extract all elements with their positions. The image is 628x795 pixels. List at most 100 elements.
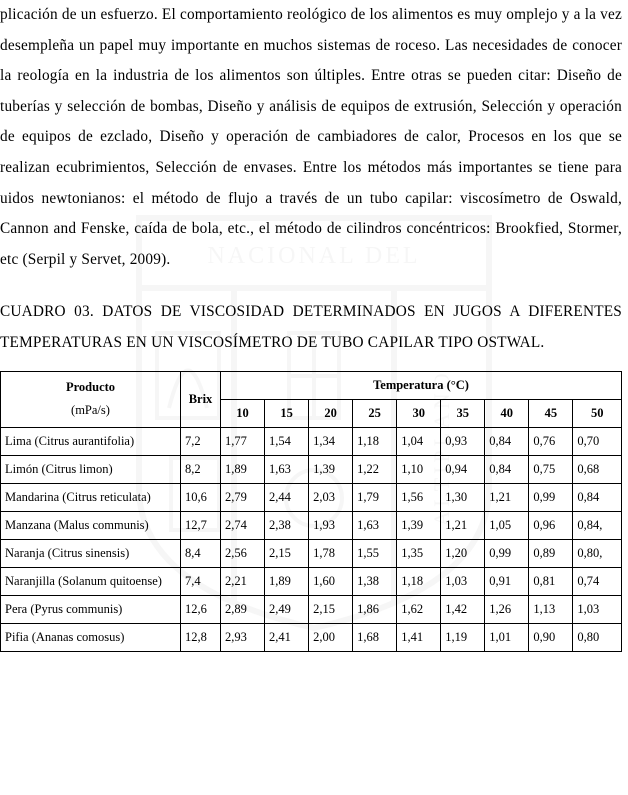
- cell-value: 2,15: [309, 595, 353, 623]
- table-row: Lima (Citrus aurantifolia)7,21,771,541,3…: [1, 427, 622, 455]
- cell-value: 1,01: [485, 623, 529, 651]
- cell-value: 1,56: [397, 483, 441, 511]
- cell-value: 1,41: [397, 623, 441, 651]
- cell-value: 1,22: [353, 455, 397, 483]
- cell-value: 1,18: [353, 427, 397, 455]
- cell-value: 1,26: [485, 595, 529, 623]
- cell-value: 0,70: [573, 427, 622, 455]
- table-row: Naranjilla (Solanum quitoense)7,42,211,8…: [1, 567, 622, 595]
- temp-col-25: 25: [353, 399, 397, 427]
- cell-value: 1,93: [309, 511, 353, 539]
- cell-value: 0,80,: [573, 539, 622, 567]
- cell-value: 1,54: [265, 427, 309, 455]
- table-row: Pera (Pyrus communis)12,62,892,492,151,8…: [1, 595, 622, 623]
- table-row: Limón (Citrus limon)8,21,891,631,391,221…: [1, 455, 622, 483]
- cell-value: 0,84: [485, 455, 529, 483]
- cell-value: 1,34: [309, 427, 353, 455]
- product-label: Producto: [5, 380, 176, 395]
- cell-value: 2,74: [221, 511, 265, 539]
- cell-value: 1,62: [397, 595, 441, 623]
- cell-value: 1,21: [441, 511, 485, 539]
- cell-value: 2,21: [221, 567, 265, 595]
- product-unit: (mPa/s): [5, 403, 176, 418]
- col-header-brix: Brix: [181, 371, 221, 427]
- cell-value: 1,78: [309, 539, 353, 567]
- cell-value: 0,75: [529, 455, 573, 483]
- cell-value: 0,68: [573, 455, 622, 483]
- temp-col-20: 20: [309, 399, 353, 427]
- cell-value: 0,90: [529, 623, 573, 651]
- col-header-product: Producto (mPa/s): [1, 371, 181, 427]
- cell-value: 1,86: [353, 595, 397, 623]
- table-row: Mandarina (Citrus reticulata)10,62,792,4…: [1, 483, 622, 511]
- cell-value: 1,13: [529, 595, 573, 623]
- table-row: Pifia (Ananas comosus)12,82,932,412,001,…: [1, 623, 622, 651]
- cell-brix: 8,2: [181, 455, 221, 483]
- cell-value: 1,68: [353, 623, 397, 651]
- cell-value: 1,77: [221, 427, 265, 455]
- cell-value: 2,38: [265, 511, 309, 539]
- temp-col-50: 50: [573, 399, 622, 427]
- cell-value: 1,38: [353, 567, 397, 595]
- cell-brix: 12,8: [181, 623, 221, 651]
- temp-col-15: 15: [265, 399, 309, 427]
- cell-value: 0,99: [529, 483, 573, 511]
- temp-col-30: 30: [397, 399, 441, 427]
- cell-value: 0,80: [573, 623, 622, 651]
- cell-value: 1,04: [397, 427, 441, 455]
- cell-product: Naranjilla (Solanum quitoense): [1, 567, 181, 595]
- cell-value: 2,89: [221, 595, 265, 623]
- viscosity-table: Producto (mPa/s) Brix Temperatura (°C) 1…: [0, 371, 622, 652]
- cell-value: 1,03: [441, 567, 485, 595]
- col-header-temp-group: Temperatura (°C): [221, 371, 622, 399]
- cell-value: 1,89: [265, 567, 309, 595]
- cell-value: 2,49: [265, 595, 309, 623]
- cell-value: 1,63: [353, 511, 397, 539]
- cuadro-heading: CUADRO 03. DATOS DE VISCOSIDAD DETERMINA…: [0, 297, 622, 358]
- cell-product: Pera (Pyrus communis): [1, 595, 181, 623]
- cell-brix: 7,4: [181, 567, 221, 595]
- cell-value: 2,56: [221, 539, 265, 567]
- cell-value: 0,93: [441, 427, 485, 455]
- cell-value: 1,05: [485, 511, 529, 539]
- table-row: Naranja (Citrus sinensis)8,42,562,151,78…: [1, 539, 622, 567]
- cell-value: 2,41: [265, 623, 309, 651]
- cell-value: 1,39: [397, 511, 441, 539]
- cell-value: 2,15: [265, 539, 309, 567]
- temp-col-35: 35: [441, 399, 485, 427]
- table-row: Manzana (Malus communis)12,72,742,381,93…: [1, 511, 622, 539]
- cell-value: 1,10: [397, 455, 441, 483]
- cell-value: 1,18: [397, 567, 441, 595]
- cell-value: 1,42: [441, 595, 485, 623]
- cell-value: 0,96: [529, 511, 573, 539]
- cell-brix: 12,6: [181, 595, 221, 623]
- cell-value: 1,30: [441, 483, 485, 511]
- cell-value: 0,84: [573, 483, 622, 511]
- cell-value: 1,03: [573, 595, 622, 623]
- cell-value: 1,63: [265, 455, 309, 483]
- cell-value: 1,55: [353, 539, 397, 567]
- cell-value: 2,79: [221, 483, 265, 511]
- cell-value: 0,89: [529, 539, 573, 567]
- cell-value: 1,19: [441, 623, 485, 651]
- cell-value: 1,89: [221, 455, 265, 483]
- cell-product: Pifia (Ananas comosus): [1, 623, 181, 651]
- cell-value: 1,35: [397, 539, 441, 567]
- cell-value: 0,91: [485, 567, 529, 595]
- cell-value: 0,74: [573, 567, 622, 595]
- cell-value: 1,20: [441, 539, 485, 567]
- cell-value: 0,84: [485, 427, 529, 455]
- cell-product: Manzana (Malus communis): [1, 511, 181, 539]
- cell-value: 2,93: [221, 623, 265, 651]
- cell-value: 0,99: [485, 539, 529, 567]
- cell-brix: 12,7: [181, 511, 221, 539]
- cell-product: Naranja (Citrus sinensis): [1, 539, 181, 567]
- cell-value: 1,39: [309, 455, 353, 483]
- temp-col-10: 10: [221, 399, 265, 427]
- cell-value: 0,94: [441, 455, 485, 483]
- cell-product: Limón (Citrus limon): [1, 455, 181, 483]
- table-body: Lima (Citrus aurantifolia)7,21,771,541,3…: [1, 427, 622, 651]
- cell-value: 1,60: [309, 567, 353, 595]
- body-paragraph: plicación de un esfuerzo. El comportamie…: [0, 0, 622, 275]
- cell-value: 0,81: [529, 567, 573, 595]
